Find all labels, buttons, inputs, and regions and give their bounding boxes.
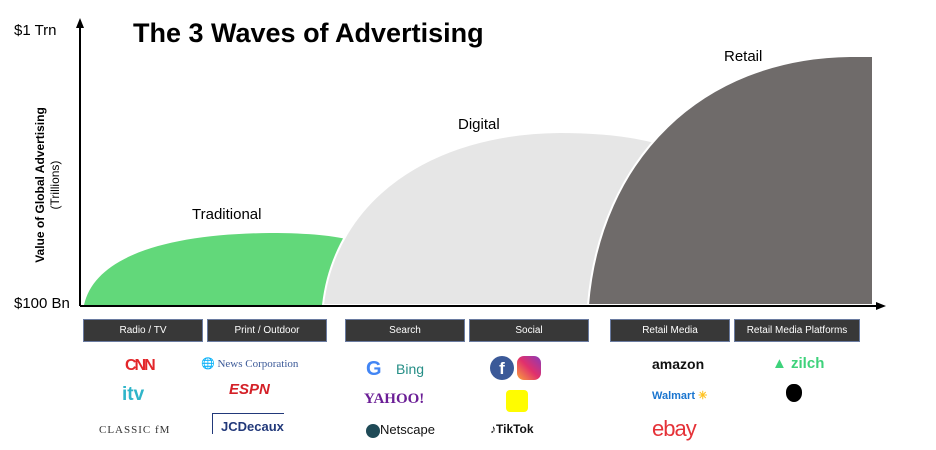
category-search: Search bbox=[345, 319, 465, 342]
y-axis-arrow bbox=[76, 18, 84, 28]
ebay-logo: ebay bbox=[652, 416, 697, 441]
category-print-outdoor: Print / Outdoor bbox=[207, 319, 327, 342]
jcdecaux-logo: JCDecaux bbox=[212, 413, 284, 434]
facebook-icon: f bbox=[490, 356, 514, 380]
zilch-text: zilch bbox=[791, 355, 825, 372]
category-retail-media-platforms: Retail Media Platforms bbox=[734, 319, 860, 342]
yahoo-logo: YAHOO! bbox=[364, 391, 425, 407]
cnn-logo: CNN bbox=[125, 357, 156, 374]
walmart-spark-icon: ✳ bbox=[698, 390, 708, 402]
netscape-icon bbox=[366, 423, 380, 438]
itv-logo: itv bbox=[122, 384, 145, 405]
walmart-text: Walmart bbox=[652, 390, 695, 402]
google-logo: G bbox=[366, 358, 382, 380]
netscape-logo: Netscape bbox=[366, 422, 435, 438]
wave-label-digital: Digital bbox=[458, 116, 500, 133]
y-axis-bottom-label: $100 Bn bbox=[14, 295, 70, 312]
category-social: Social bbox=[469, 319, 589, 342]
news-corporation-logo: 🌐 News Corporation bbox=[201, 358, 299, 370]
page-title: The 3 Waves of Advertising bbox=[133, 18, 484, 48]
y-axis-label: Value of Global Advertising bbox=[33, 107, 47, 263]
wave-label-retail: Retail bbox=[724, 48, 763, 65]
classic-fm-logo: CLASSIC fM bbox=[99, 424, 171, 436]
amazon-logo: amazon bbox=[652, 356, 705, 372]
snapchat-icon bbox=[506, 390, 528, 412]
news-corporation-text: News Corporation bbox=[217, 358, 299, 370]
wave-traditional bbox=[84, 233, 350, 305]
tiktok-text: TikTok bbox=[496, 422, 534, 436]
category-radio-tv: Radio / TV bbox=[83, 319, 203, 342]
x-axis-arrow bbox=[876, 302, 886, 310]
tiktok-logo: ♪TikTok bbox=[490, 422, 534, 436]
wave-label-traditional: Traditional bbox=[192, 206, 262, 223]
instagram-icon bbox=[517, 356, 541, 380]
wave-retail bbox=[586, 55, 874, 306]
category-retail-media: Retail Media bbox=[610, 319, 730, 342]
y-axis-unit: (Trillions) bbox=[48, 160, 62, 210]
walmart-logo: Walmart ✳ bbox=[652, 389, 707, 402]
y-axis-title: Value of Global Advertising (Trillions) bbox=[33, 75, 63, 295]
zilch-logo: ▲ zilch bbox=[772, 355, 825, 372]
y-axis-top-label: $1 Trn bbox=[14, 22, 57, 39]
netscape-text: Netscape bbox=[380, 422, 435, 437]
bing-logo: Bing bbox=[396, 361, 425, 377]
apple-icon bbox=[786, 384, 802, 402]
espn-logo: ESPN bbox=[229, 381, 270, 398]
